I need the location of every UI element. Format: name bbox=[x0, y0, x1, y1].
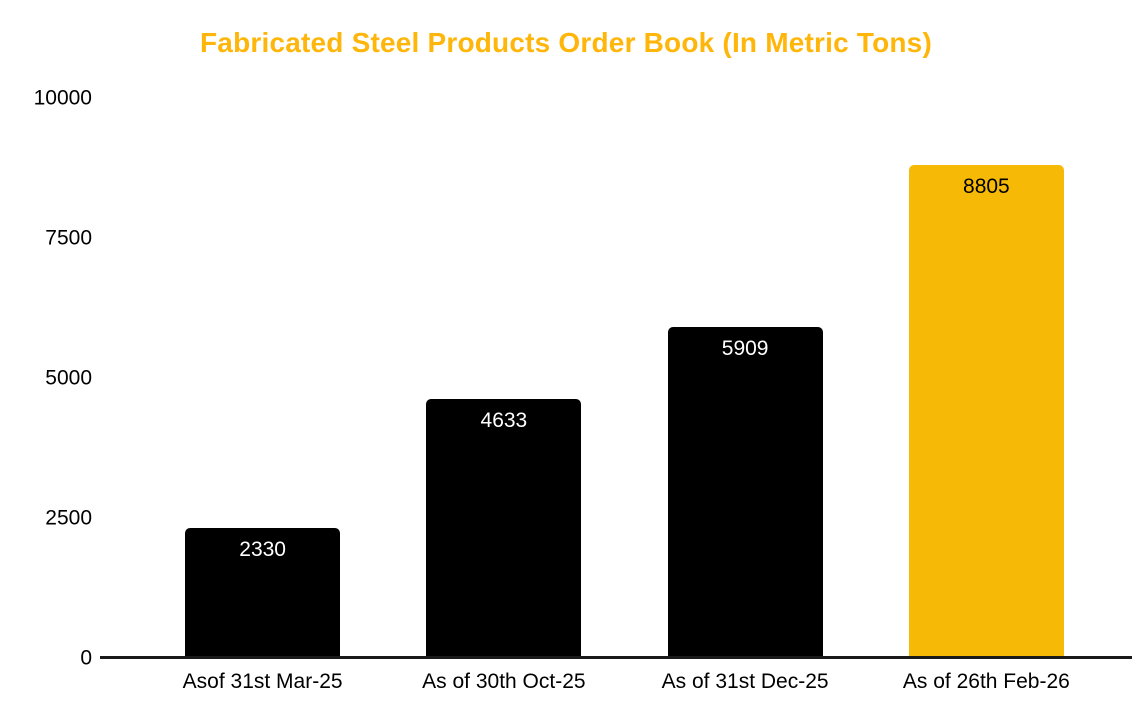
x-axis-label: As of 30th Oct-25 bbox=[422, 670, 586, 693]
bar-value-label: 4633 bbox=[480, 408, 528, 432]
bar-group: 8805 As of 26th Feb-26 bbox=[866, 98, 1107, 693]
bar-value-label: 2330 bbox=[239, 537, 286, 561]
x-axis-label: Asof 31st Mar-25 bbox=[182, 670, 343, 693]
bar-value-label: 8805 bbox=[963, 174, 1010, 198]
bars-row: 2330 Asof 31st Mar-25 4633 As of 30th Oct-2… bbox=[142, 98, 1107, 693]
x-axis-label: As of 31st Dec-25 bbox=[661, 670, 829, 693]
bar[interactable]: 8805 bbox=[908, 164, 1064, 658]
bar-group: 2330 Asof 31st Mar-25 bbox=[142, 98, 383, 693]
x-axis-label: As of 26th Feb-26 bbox=[902, 670, 1070, 693]
x-axis-line bbox=[100, 656, 1132, 659]
y-axis: 0 2500 5000 7500 10000 bbox=[0, 88, 92, 669]
bar[interactable]: 2330 bbox=[185, 527, 341, 658]
y-tick-label: 0 bbox=[80, 646, 92, 670]
bar-group: 5909 As of 31st Dec-25 bbox=[625, 98, 866, 693]
y-tick-label: 5000 bbox=[45, 366, 92, 390]
bar-group: 4633 As of 30th Oct-25 bbox=[383, 98, 624, 693]
bar-value-label: 5909 bbox=[721, 337, 769, 361]
chart-title: Fabricated Steel Products Order Book (In… bbox=[200, 27, 932, 58]
y-tick-label: 10000 bbox=[33, 86, 92, 110]
plot-area: 2330 Asof 31st Mar-25 4633 As of 30th Oct-2… bbox=[100, 98, 1132, 693]
bar[interactable]: 5909 bbox=[667, 327, 823, 658]
y-tick-label: 7500 bbox=[45, 226, 92, 250]
y-tick-label: 2500 bbox=[45, 506, 92, 530]
bar[interactable]: 4633 bbox=[426, 398, 582, 658]
